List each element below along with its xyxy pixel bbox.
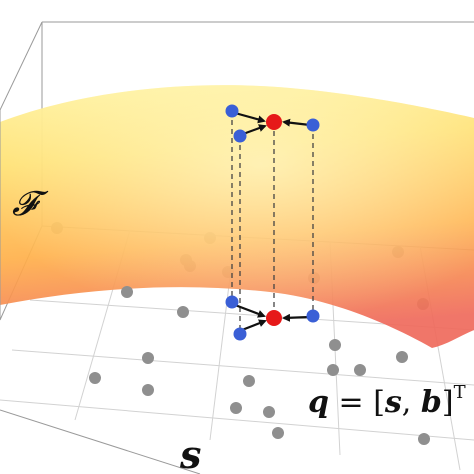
- arrow-upper-left-to-center: [234, 111, 266, 124]
- surface-f-highlight: [0, 85, 474, 348]
- surface-arrows: [234, 111, 311, 136]
- surface-query-point: [266, 114, 282, 130]
- floor-query-point: [266, 310, 282, 326]
- floor-neighbor-point: [233, 327, 247, 341]
- surface-neighbor-point: [306, 118, 320, 132]
- equation-label: q = [s, b]T: [308, 382, 466, 420]
- projection-lines: [231, 111, 314, 334]
- axis-label-s: s: [179, 432, 201, 474]
- floor-point: [177, 306, 189, 318]
- equation-superscript: T: [454, 382, 466, 403]
- floor-point: [418, 433, 430, 445]
- floor-point: [396, 351, 408, 363]
- surface-points: [225, 104, 320, 143]
- floor-arrows: [234, 303, 311, 332]
- floor-point: [272, 427, 284, 439]
- floor-point: [121, 286, 133, 298]
- equation-comma: ,: [402, 385, 421, 420]
- box-edge-left-top-diagonal: [0, 21, 43, 111]
- arrow-floor-right-to-center: [282, 313, 311, 322]
- arrow-right-to-center: [282, 118, 311, 127]
- floor-point: [243, 375, 255, 387]
- floor-neighbor-point: [306, 309, 320, 323]
- arrow-floor-upper-left-to-center: [234, 303, 266, 318]
- surface-neighbor-point: [225, 104, 239, 118]
- equation-lhs: q: [308, 385, 329, 420]
- floor-points-front: [89, 286, 430, 445]
- floor-point: [329, 339, 341, 351]
- floor-point: [89, 372, 101, 384]
- floor-point: [263, 406, 275, 418]
- floor-point: [354, 364, 366, 376]
- arrow-floor-lower-left-to-center: [241, 319, 267, 332]
- equation-close: ]: [442, 385, 454, 420]
- surface-neighbor-point: [233, 129, 247, 143]
- equation-s: s: [384, 385, 402, 420]
- equation-b: b: [421, 385, 442, 420]
- floor-point: [142, 384, 154, 396]
- box-edge-floor-front: [0, 409, 201, 474]
- floor-point: [142, 352, 154, 364]
- floor-point: [327, 364, 339, 376]
- floor-projected-points: [225, 295, 320, 341]
- equation-equals: = [: [329, 385, 385, 420]
- floor-grid-line: [11, 349, 474, 386]
- arrow-lower-left-to-center: [242, 124, 267, 136]
- floor-point: [230, 402, 242, 414]
- box-frame-front: [0, 110, 201, 474]
- floor-neighbor-point: [225, 295, 239, 309]
- floor-grid-line: [0, 399, 474, 441]
